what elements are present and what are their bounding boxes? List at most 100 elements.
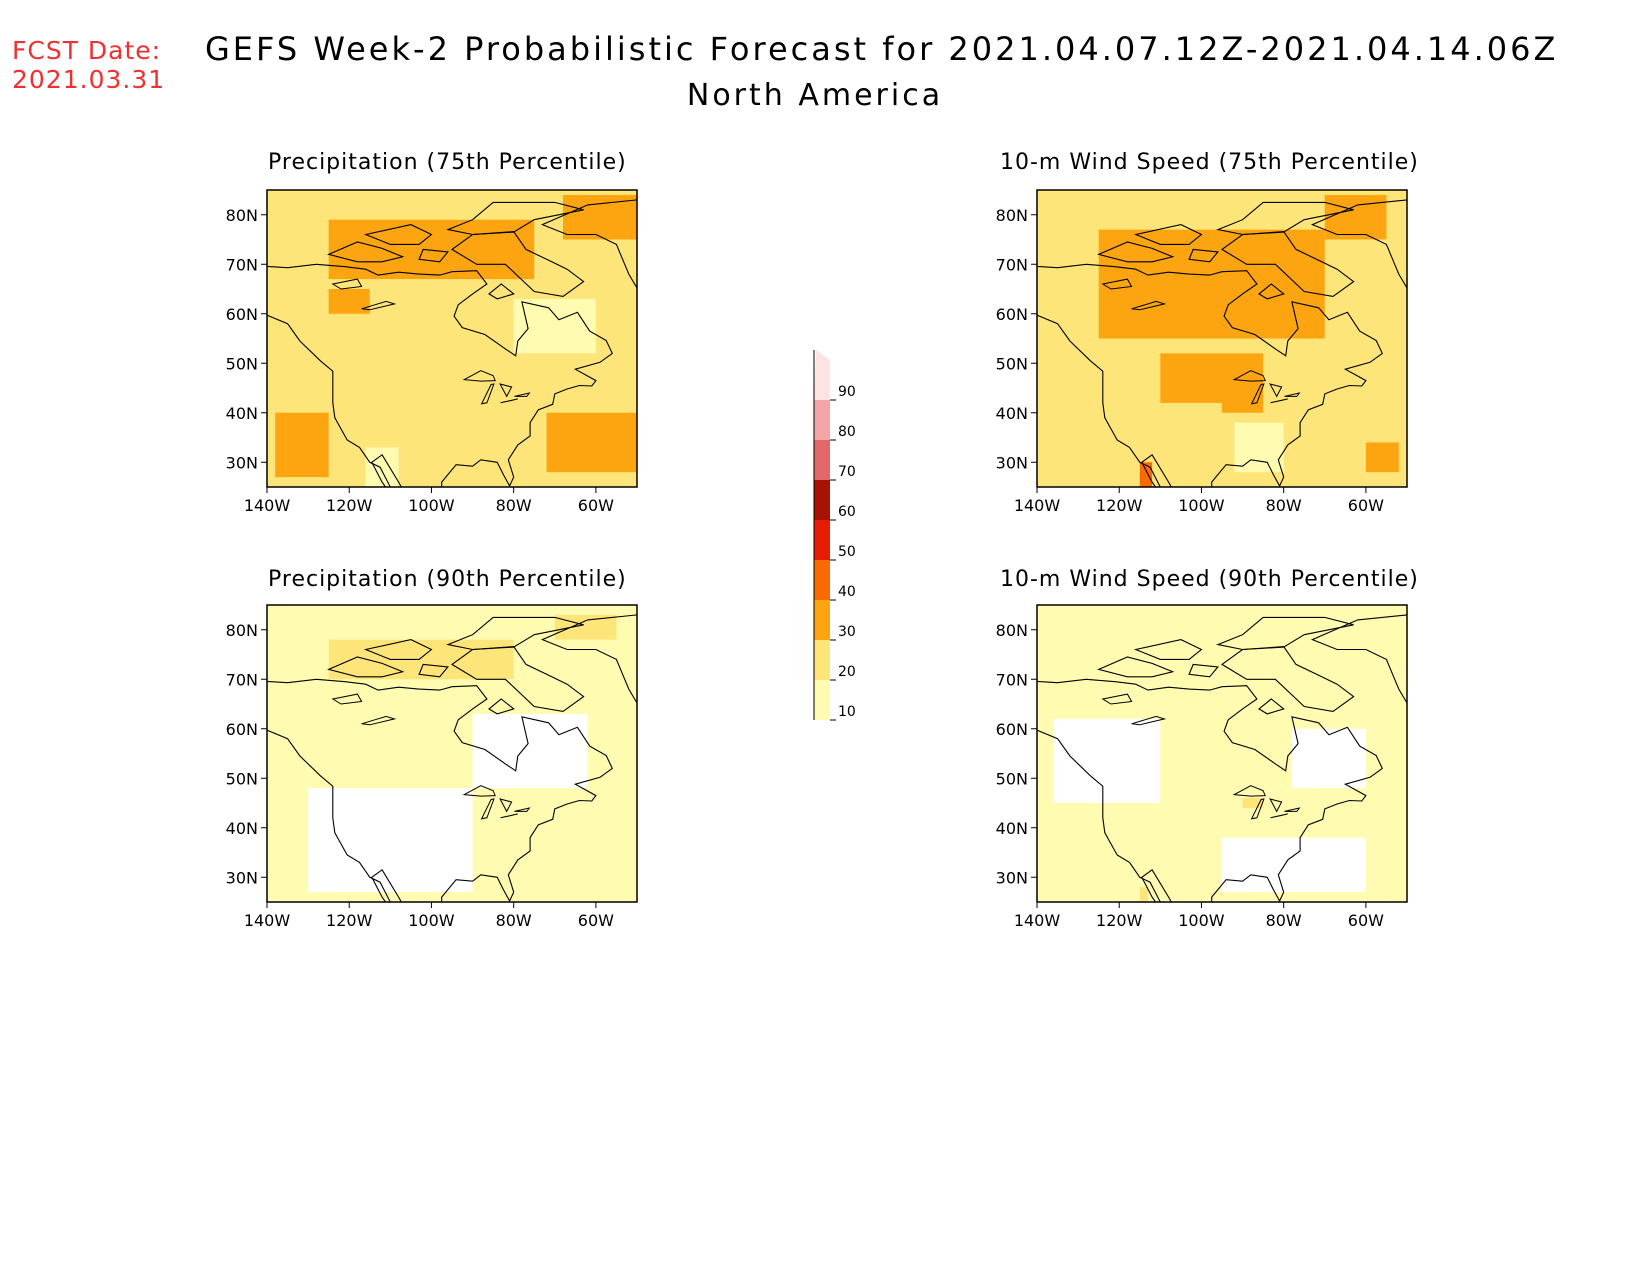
lake-outline <box>331 278 363 290</box>
lake-outline <box>514 807 531 812</box>
greenland-coastline <box>540 614 637 705</box>
colorbar-swatch <box>814 440 830 480</box>
colorbar-label: 20 <box>838 664 856 680</box>
lat-tick-label: 70N <box>226 255 258 274</box>
lon-tick-label: 140W <box>244 496 291 515</box>
field-patch <box>1234 422 1284 473</box>
lat-tick-label: 60N <box>226 720 258 739</box>
field-patch <box>328 289 370 314</box>
panel-title-wind-90: 10-m Wind Speed (90th Percentile) <box>1000 567 1419 592</box>
lon-tick-label: 120W <box>326 496 373 515</box>
lon-tick-label: 60W <box>1348 911 1384 930</box>
lat-tick-label: 70N <box>996 670 1028 689</box>
greenland-coastline <box>1310 199 1407 290</box>
field-patch <box>1139 462 1153 487</box>
lon-tick-label: 140W <box>1014 496 1061 515</box>
field-patch <box>1053 718 1161 803</box>
island-coastline <box>327 241 405 263</box>
map-precip-75: 140W 120W 100W 80W 60W 80N 70N 60N 50N 40N 30N <box>226 189 638 515</box>
island-coastline <box>1133 639 1203 660</box>
island-coastline <box>418 663 449 678</box>
greenland-coastline <box>1310 614 1407 705</box>
lat-tick-label: 80N <box>996 206 1028 225</box>
island-coastline <box>327 656 405 678</box>
probability-field <box>1037 605 1407 902</box>
lake-outline <box>1284 392 1301 397</box>
island-coastline <box>445 201 584 236</box>
lat-tick-label: 40N <box>226 819 258 838</box>
lake-outline <box>499 798 513 813</box>
colorbar-swatch <box>814 400 830 440</box>
colorbar-swatch <box>814 480 830 520</box>
lon-tick-label: 100W <box>408 496 455 515</box>
island-coastline <box>1258 283 1285 300</box>
coastline <box>1037 263 1383 487</box>
lake-outline <box>514 392 531 397</box>
lake-outline <box>499 383 513 398</box>
field-patch <box>328 639 514 680</box>
island-coastline <box>1258 698 1285 715</box>
field-patch <box>275 412 329 478</box>
lon-tick-label: 80W <box>1266 911 1302 930</box>
colorbar-swatch <box>814 350 830 400</box>
lake-outline <box>1101 693 1133 705</box>
lon-tick-label: 80W <box>496 496 532 515</box>
lake-outline <box>480 798 495 820</box>
lon-tick-label: 120W <box>326 911 373 930</box>
colorbar-label: 60 <box>838 504 856 520</box>
field-patch <box>1365 442 1399 473</box>
island-coastline <box>488 283 515 300</box>
island-coastline <box>1188 248 1219 263</box>
lake-outline <box>1131 715 1167 726</box>
lake-outline <box>1101 278 1133 290</box>
lat-tick-label: 70N <box>226 670 258 689</box>
colorbar-label: 70 <box>838 464 856 480</box>
probability-field <box>267 605 637 902</box>
coastline <box>267 678 613 902</box>
island-coastline <box>363 224 433 245</box>
colorbar-swatch <box>814 520 830 560</box>
island-coastline <box>418 248 449 263</box>
lake-outline <box>1284 807 1301 812</box>
map-wind-90: 140W 120W 100W 80W 60W 80N 70N 60N 50N 40N 30N <box>996 604 1408 930</box>
island-coastline <box>1188 663 1219 678</box>
field-patch <box>328 219 535 280</box>
field-patch <box>1242 798 1264 808</box>
field-patch <box>308 788 473 893</box>
lat-tick-label: 50N <box>996 769 1028 788</box>
lon-tick-label: 60W <box>1348 496 1384 515</box>
lake-outline <box>1131 300 1167 311</box>
lon-tick-label: 60W <box>578 911 614 930</box>
coastline <box>1037 678 1383 902</box>
island-coastline <box>363 639 433 660</box>
lake-outline <box>1270 398 1288 404</box>
map-frame <box>1036 604 1408 903</box>
lat-tick-label: 80N <box>226 621 258 640</box>
lake-outline <box>500 398 518 404</box>
island-coastline <box>1097 241 1175 263</box>
lon-tick-label: 120W <box>1096 911 1143 930</box>
lake-outline <box>480 383 495 405</box>
lat-tick-label: 80N <box>226 206 258 225</box>
field-patch <box>513 298 596 354</box>
colorbar-label: 10 <box>838 704 856 720</box>
lon-tick-label: 100W <box>408 911 455 930</box>
colorbar-label: 90 <box>838 384 856 400</box>
lake-outline <box>361 300 397 311</box>
lon-tick-label: 140W <box>244 911 291 930</box>
colorbar-label: 50 <box>838 544 856 560</box>
colorbar-label: 30 <box>838 624 856 640</box>
lake-outline <box>462 785 496 797</box>
lon-tick-label: 100W <box>1178 911 1225 930</box>
lon-tick-label: 60W <box>578 496 614 515</box>
panel-title-precip-75: Precipitation (75th Percentile) <box>268 150 627 175</box>
probability-colorbar: 10 20 30 40 50 60 70 80 90 <box>813 350 856 721</box>
lake-outline <box>1270 813 1288 819</box>
colorbar-swatch <box>814 640 830 680</box>
lake-outline <box>361 715 397 726</box>
panel-title-precip-90: Precipitation (90th Percentile) <box>268 567 627 592</box>
island-coastline <box>1215 201 1354 236</box>
lat-tick-label: 30N <box>226 868 258 887</box>
lake-outline <box>1232 785 1266 797</box>
field-patch <box>563 194 637 240</box>
